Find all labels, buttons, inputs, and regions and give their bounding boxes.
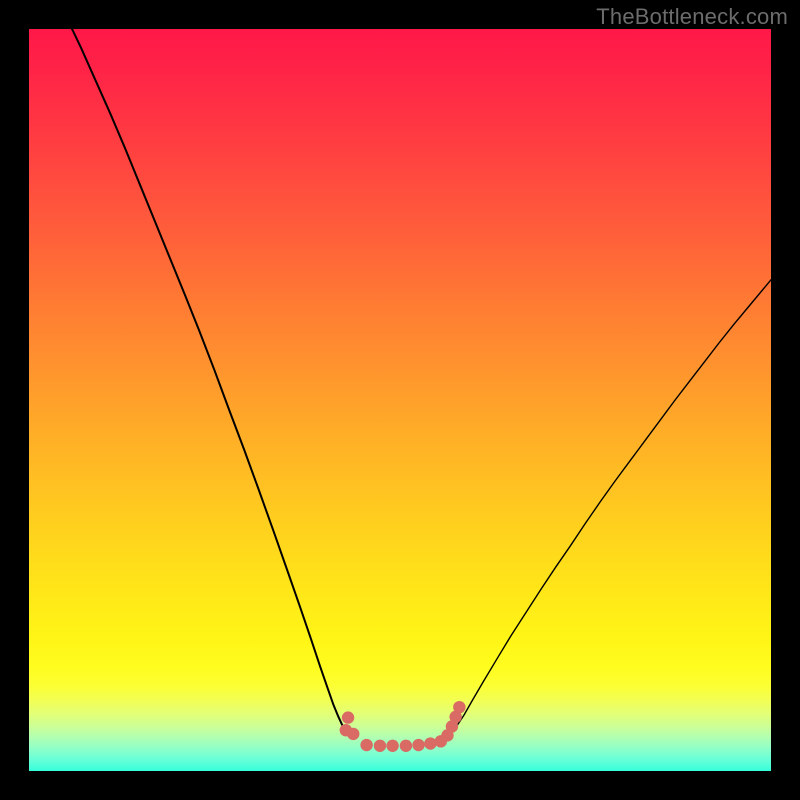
chart-frame: TheBottleneck.com	[0, 0, 800, 800]
watermark-text: TheBottleneck.com	[596, 4, 788, 30]
bottleneck-chart	[0, 0, 800, 800]
gradient-background	[29, 29, 771, 771]
